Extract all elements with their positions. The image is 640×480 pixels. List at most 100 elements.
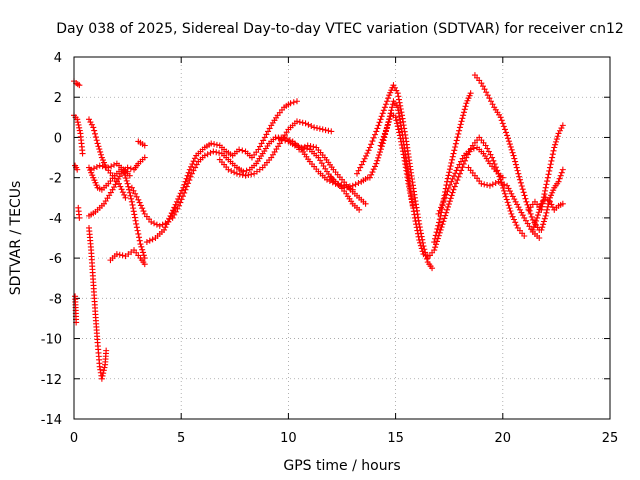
data-point bbox=[307, 143, 314, 150]
data-point bbox=[213, 141, 220, 148]
series-trace-t bbox=[296, 142, 369, 207]
x-tick-label: 5 bbox=[177, 431, 185, 446]
data-point bbox=[467, 90, 474, 97]
data-point bbox=[381, 104, 388, 111]
series-trace-b bbox=[71, 112, 86, 157]
data-point bbox=[542, 187, 549, 194]
data-point bbox=[140, 249, 147, 256]
data-point bbox=[435, 222, 442, 229]
data-point bbox=[255, 146, 262, 153]
data-point bbox=[225, 166, 232, 173]
data-point bbox=[437, 226, 444, 233]
data-point bbox=[116, 180, 123, 187]
data-point bbox=[171, 211, 178, 218]
data-point bbox=[539, 200, 546, 207]
data-point bbox=[456, 161, 463, 168]
data-point bbox=[444, 206, 451, 213]
x-tick-label: 25 bbox=[602, 431, 619, 446]
data-point bbox=[128, 195, 135, 202]
data-point bbox=[378, 113, 385, 120]
data-point bbox=[298, 145, 305, 152]
data-point bbox=[188, 163, 195, 170]
data-point bbox=[545, 200, 552, 207]
data-point bbox=[335, 182, 342, 189]
data-point bbox=[93, 137, 100, 144]
y-tick-label: -6 bbox=[49, 252, 62, 267]
data-point bbox=[454, 177, 461, 184]
data-point bbox=[183, 175, 190, 182]
data-point bbox=[124, 180, 131, 187]
data-point bbox=[192, 164, 199, 171]
data-point bbox=[516, 173, 523, 180]
data-point bbox=[361, 155, 368, 162]
x-tick-label: 20 bbox=[495, 431, 512, 446]
data-point bbox=[141, 261, 148, 268]
data-point bbox=[108, 163, 115, 170]
data-point bbox=[355, 167, 362, 174]
data-point bbox=[449, 189, 456, 196]
data-point bbox=[548, 157, 555, 164]
data-point bbox=[311, 124, 318, 131]
data-point bbox=[514, 201, 521, 208]
data-point bbox=[174, 205, 181, 212]
data-point bbox=[90, 124, 97, 131]
data-point bbox=[500, 185, 507, 192]
data-point bbox=[454, 134, 461, 141]
data-point bbox=[530, 223, 537, 230]
data-point bbox=[436, 229, 443, 236]
data-point bbox=[201, 152, 208, 159]
data-point bbox=[506, 205, 513, 212]
data-point bbox=[256, 143, 263, 150]
data-point bbox=[329, 179, 336, 186]
data-point bbox=[544, 206, 551, 213]
data-point bbox=[509, 149, 516, 156]
data-point bbox=[380, 133, 387, 140]
data-point bbox=[356, 206, 363, 213]
data-point bbox=[536, 235, 543, 241]
data-point bbox=[119, 252, 126, 259]
data-point bbox=[434, 225, 441, 232]
data-point bbox=[559, 166, 566, 173]
data-point bbox=[528, 213, 535, 220]
data-point bbox=[457, 121, 464, 128]
data-point bbox=[436, 207, 443, 214]
data-point bbox=[352, 181, 359, 188]
data-point bbox=[248, 171, 255, 178]
data-point bbox=[287, 100, 294, 107]
data-point bbox=[543, 181, 550, 188]
data-point bbox=[484, 145, 491, 152]
data-point bbox=[161, 226, 168, 233]
data-point bbox=[76, 214, 83, 221]
data-point bbox=[382, 101, 389, 108]
data-point bbox=[357, 164, 364, 171]
data-point bbox=[162, 224, 169, 231]
data-point bbox=[394, 90, 401, 97]
data-point bbox=[128, 198, 135, 205]
y-tick-label: -2 bbox=[49, 172, 62, 187]
data-point bbox=[319, 126, 326, 133]
data-point bbox=[377, 116, 384, 123]
data-point bbox=[511, 196, 518, 203]
data-point bbox=[132, 190, 139, 197]
data-point bbox=[188, 170, 195, 177]
data-point bbox=[451, 183, 458, 190]
data-point bbox=[141, 154, 148, 161]
series-trace-q bbox=[216, 118, 335, 179]
data-point bbox=[233, 170, 240, 177]
data-point bbox=[74, 119, 81, 126]
plot-frame bbox=[73, 56, 611, 420]
data-point bbox=[486, 95, 493, 102]
data-point bbox=[187, 173, 194, 180]
data-point bbox=[431, 239, 438, 246]
data-point bbox=[179, 193, 186, 200]
data-point bbox=[505, 185, 512, 192]
data-point bbox=[556, 175, 563, 182]
data-point bbox=[502, 193, 509, 200]
data-point bbox=[113, 251, 120, 258]
data-point bbox=[122, 194, 129, 201]
data-point bbox=[116, 173, 123, 180]
data-point bbox=[395, 126, 402, 133]
data-point bbox=[531, 220, 538, 227]
data-point bbox=[455, 130, 462, 137]
data-point bbox=[510, 216, 517, 223]
